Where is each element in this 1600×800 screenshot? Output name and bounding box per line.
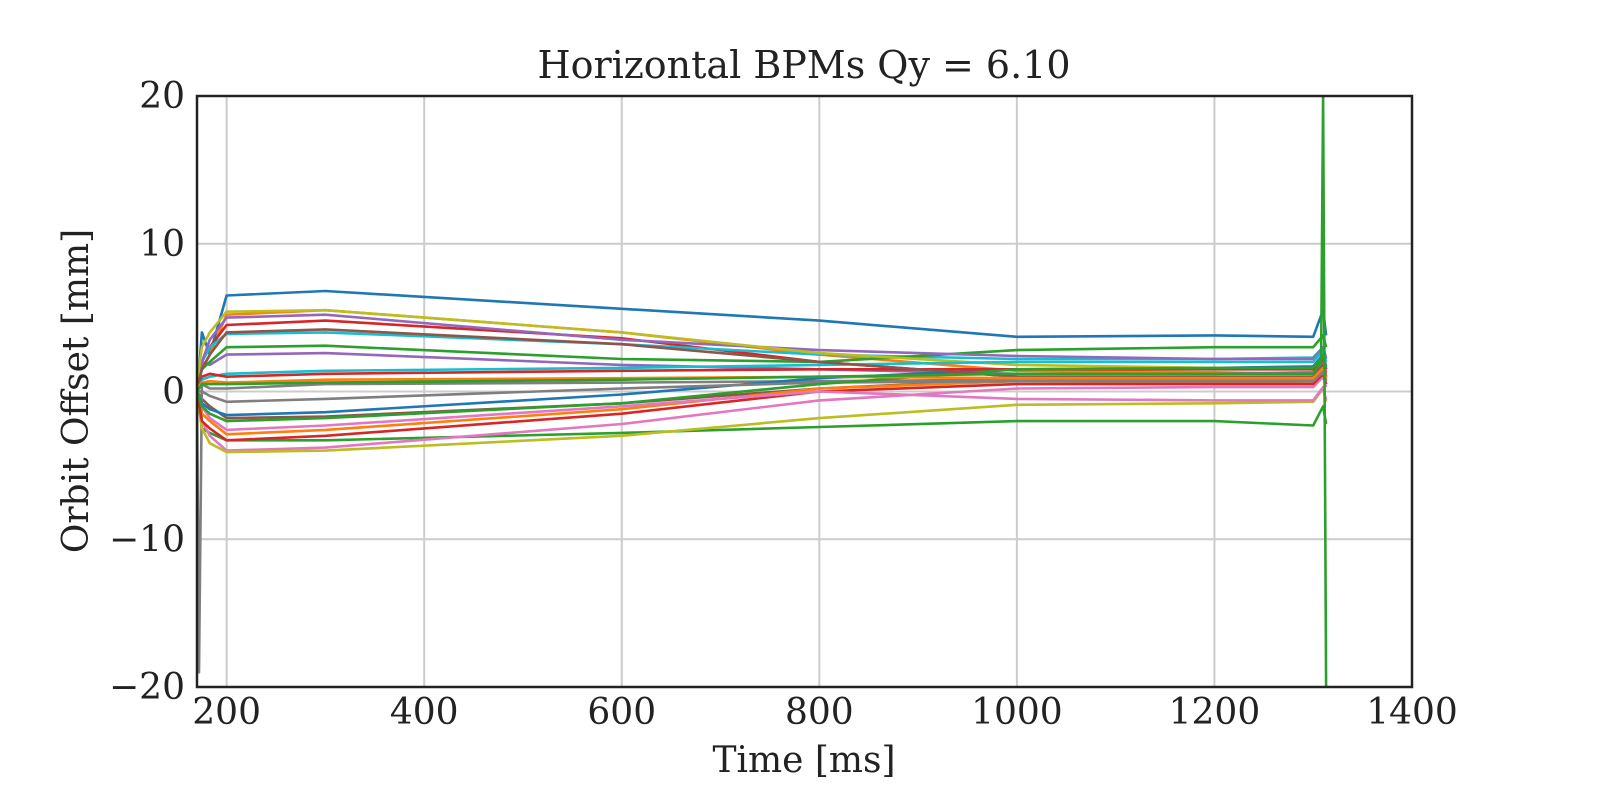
x-tick-label: 600 [587, 692, 656, 733]
y-tick-label: −10 [109, 519, 185, 560]
x-tick-label: 200 [192, 692, 261, 733]
y-tick-label: 0 [162, 372, 185, 413]
series-line-21 [197, 354, 1328, 423]
y-tick-label: 20 [139, 76, 185, 117]
series-group [197, 96, 1328, 687]
x-tick-label: 400 [390, 692, 459, 733]
x-axis-ticks: 200 400 600 800 1000 1200 1400 [192, 692, 1458, 733]
y-axis-ticks: 20 10 0 −10 −20 [109, 76, 185, 708]
series-line-7 [197, 375, 1328, 452]
series-line-16 [197, 371, 1328, 404]
x-tick-label: 1000 [971, 692, 1063, 733]
x-tick-label: 800 [785, 692, 854, 733]
series-line-19 [197, 348, 1328, 388]
y-tick-label: 10 [139, 224, 185, 265]
chart-title: Horizontal BPMs Qy = 6.10 [537, 43, 1070, 87]
y-axis-label: Orbit Offset [mm] [56, 229, 97, 553]
series-line-13 [197, 334, 1328, 385]
x-axis-label: Time [ms] [712, 740, 895, 781]
y-tick-label: −20 [109, 667, 185, 708]
series-line-15 [197, 313, 1328, 388]
grid [197, 96, 1412, 687]
x-tick-label: 1200 [1169, 692, 1261, 733]
series-line-14 [197, 372, 1328, 442]
series-line-24 [197, 96, 1328, 687]
x-tick-label: 1400 [1366, 692, 1458, 733]
plot-frame [195, 94, 1414, 689]
series-line-18 [197, 385, 1328, 432]
